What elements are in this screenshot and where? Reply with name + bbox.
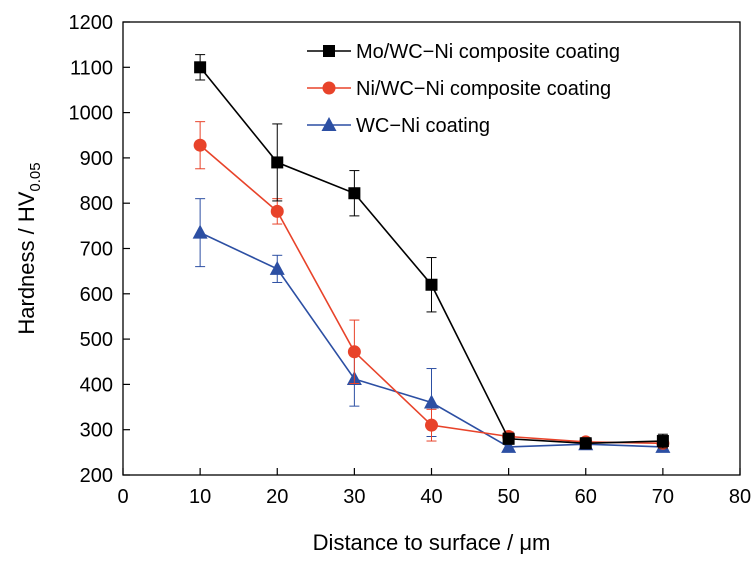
y-tick-label: 1200	[69, 12, 114, 34]
x-tick-label: 80	[729, 486, 751, 508]
legend-label: Ni/WC−Ni composite coating	[356, 78, 611, 100]
y-axis-title-main: Hardness / HV	[14, 191, 39, 334]
x-tick-label: 10	[189, 486, 211, 508]
y-tick-label: 800	[80, 193, 113, 215]
x-tick-label: 20	[266, 486, 288, 508]
y-axis-title-subscript: 0.05	[27, 162, 44, 191]
series-layer	[192, 54, 671, 453]
data-point	[347, 345, 361, 359]
y-tick-label: 500	[80, 329, 113, 351]
x-tick-label: 30	[343, 486, 365, 508]
data-point	[501, 438, 517, 453]
x-axis-title: Distance to surface / μm	[313, 530, 551, 555]
x-tick-label: 70	[652, 486, 674, 508]
legend-label: Mo/WC−Ni composite coating	[356, 41, 620, 63]
y-tick-label: 700	[80, 239, 113, 261]
data-point	[424, 394, 439, 409]
legend-marker	[322, 81, 336, 95]
data-point	[192, 224, 208, 239]
x-tick-label: 60	[575, 486, 597, 508]
data-point	[270, 204, 284, 218]
y-tick-label: 600	[80, 284, 113, 306]
y-tick-label: 1100	[70, 57, 113, 79]
data-point	[425, 278, 438, 291]
legend-entry: WC−Ni coating	[307, 115, 490, 137]
data-point	[194, 61, 207, 74]
data-point	[656, 435, 669, 448]
x-tick-label: 40	[420, 486, 442, 508]
legend-entry: Ni/WC−Ni composite coating	[307, 78, 611, 100]
legend-marker	[321, 117, 337, 131]
data-point	[502, 432, 515, 445]
data-point	[269, 260, 285, 275]
x-tick-label: 0	[117, 486, 128, 508]
data-point	[348, 187, 361, 200]
legend: Mo/WC−Ni composite coating Ni/WC−Ni compo…	[307, 41, 620, 137]
legend-entry: Mo/WC−Ni composite coating	[307, 41, 620, 63]
y-axis-title: Hardness / HV0.05	[14, 162, 44, 334]
legend-label: WC−Ni coating	[356, 115, 490, 137]
axis-ticks: 0 10 20 30 40 50 60 70 80 200 300 400 500 600 700 800 90…	[69, 12, 752, 508]
data-point	[193, 138, 207, 152]
y-tick-label: 400	[80, 374, 113, 396]
x-tick-label: 50	[498, 486, 520, 508]
y-tick-label: 1000	[69, 103, 114, 125]
y-tick-label: 200	[80, 465, 113, 487]
data-point	[425, 418, 438, 432]
series-square	[194, 54, 669, 450]
y-tick-label: 300	[80, 420, 113, 442]
legend-marker	[323, 45, 335, 57]
data-point	[579, 437, 592, 450]
y-tick-label: 900	[80, 148, 113, 170]
data-point	[271, 156, 284, 169]
